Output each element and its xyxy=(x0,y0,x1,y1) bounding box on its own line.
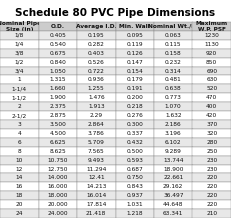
Text: Schedule 80 PVC Pipe Dimensions: Schedule 80 PVC Pipe Dimensions xyxy=(15,8,216,18)
